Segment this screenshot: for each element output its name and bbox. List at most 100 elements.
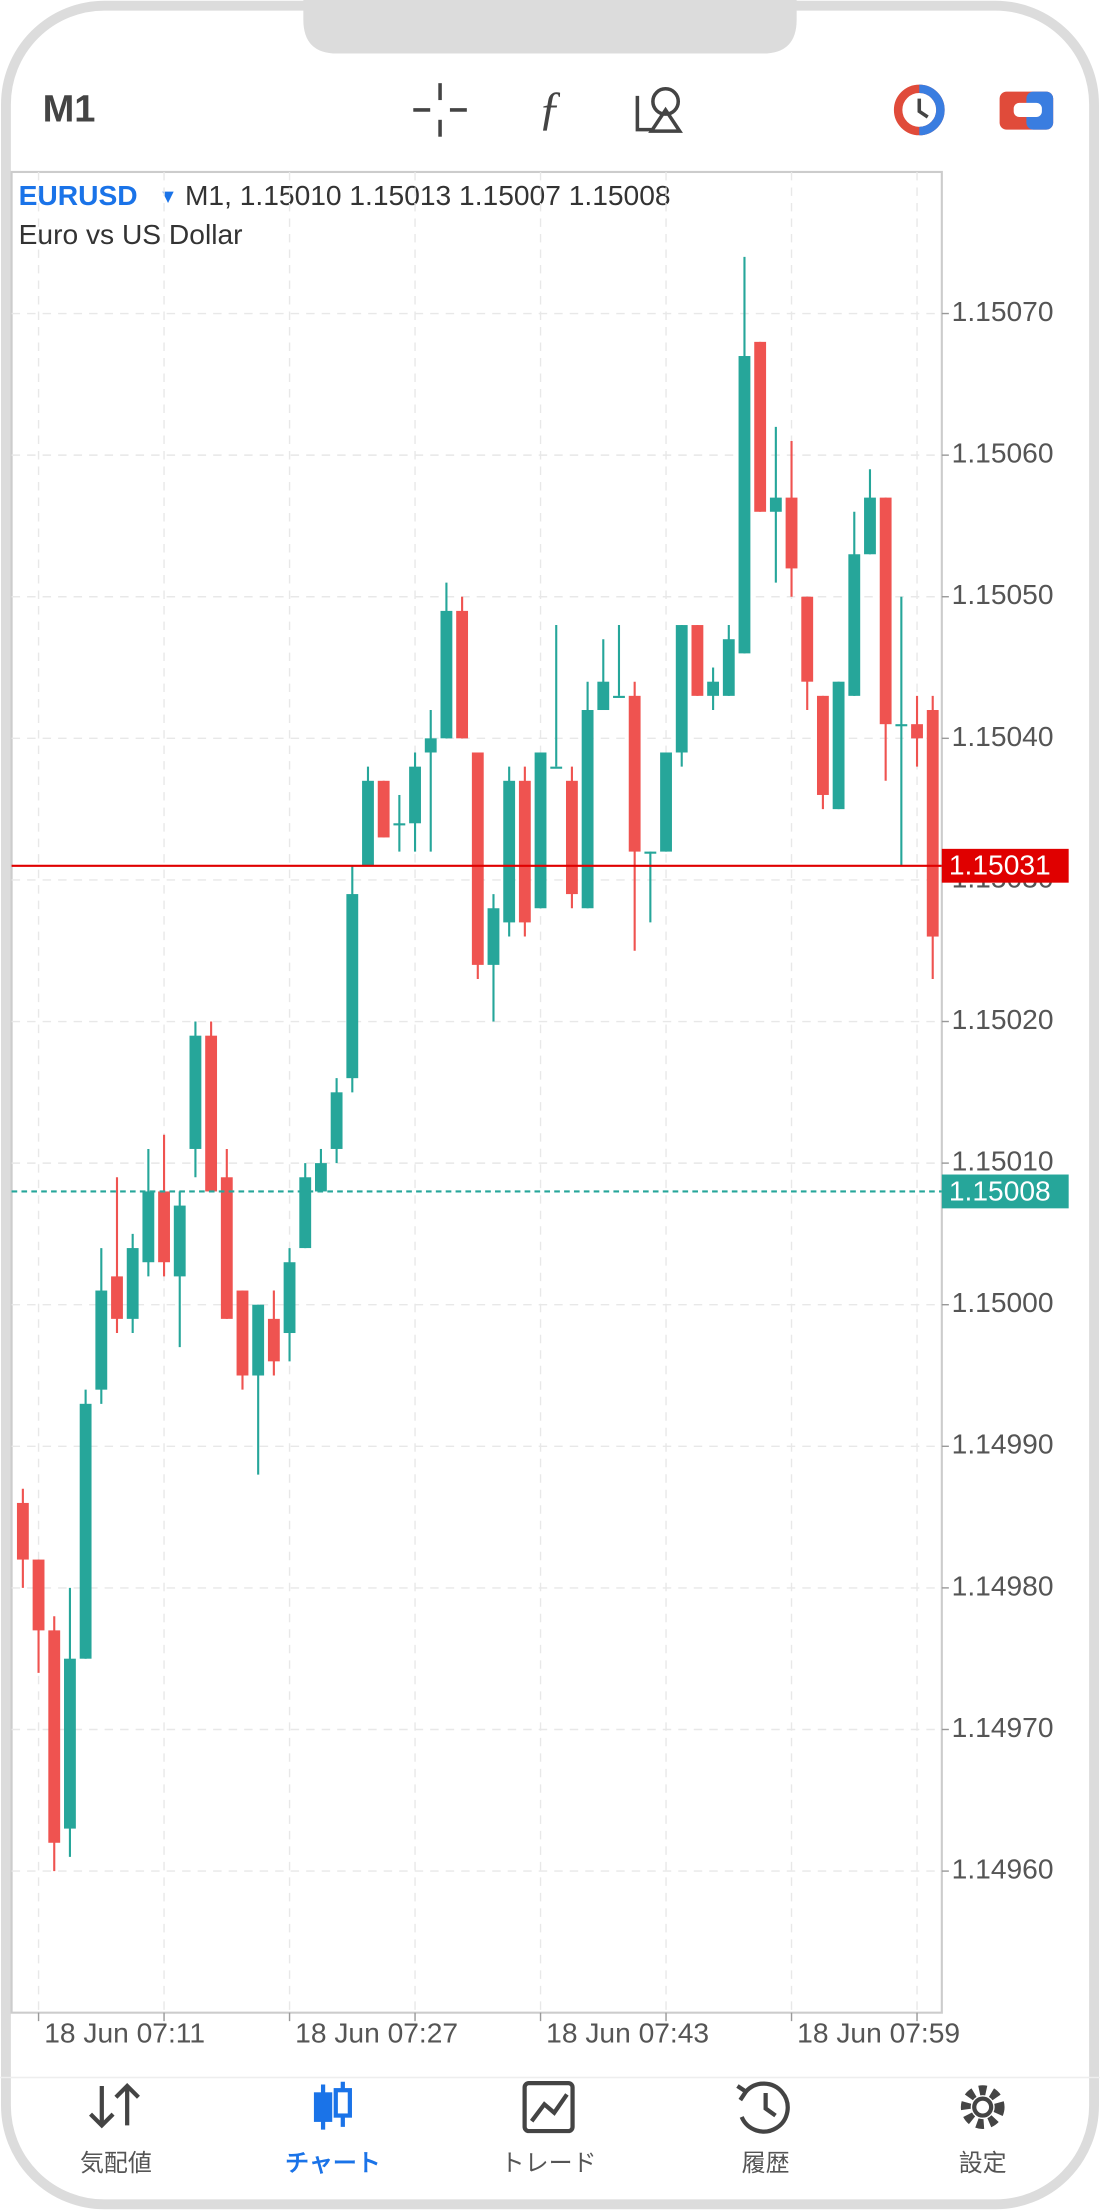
candle-body (456, 610, 469, 739)
candle-body (377, 780, 390, 838)
candle-body (393, 823, 406, 826)
nav-label[interactable]: トレード (501, 2150, 597, 2177)
candle-body (220, 1177, 233, 1319)
candle-body (299, 1177, 312, 1249)
symbol[interactable]: EURUSD (19, 179, 138, 211)
plot-frame (10, 170, 943, 2014)
y-tick-label: 1.15060 (952, 437, 1054, 469)
candle-body (189, 1035, 202, 1149)
candle-body (142, 1191, 155, 1263)
candle-body (832, 681, 845, 810)
candle-body (32, 1559, 45, 1631)
nav-label[interactable]: チャート (285, 2150, 381, 2177)
trade-icon[interactable] (999, 91, 1054, 130)
notch (303, 0, 797, 54)
candle-body (440, 610, 453, 739)
candle-body (315, 1163, 327, 1192)
y-tick-label: 1.14970 (952, 1711, 1054, 1743)
candle-body (801, 596, 814, 682)
price-label-bg (941, 1174, 1069, 1209)
nav-label[interactable]: 履歴 (742, 2150, 790, 2177)
y-tick-label: 1.15010 (952, 1145, 1054, 1177)
chart-icon[interactable] (313, 2081, 352, 2130)
crosshair-icon[interactable] (413, 83, 467, 137)
candle-body (738, 356, 751, 654)
candle-body (581, 710, 594, 909)
candle-body (691, 625, 704, 696)
candle-body (126, 1248, 139, 1319)
candle-body (267, 1318, 280, 1362)
candle-body (895, 724, 908, 727)
candle-body (205, 1035, 218, 1192)
history-icon[interactable] (736, 2081, 790, 2134)
candle-body (48, 1630, 61, 1843)
indicator-icon[interactable]: ƒ (538, 82, 562, 135)
trade-nav-icon[interactable] (522, 2081, 575, 2134)
candle-body (879, 497, 892, 725)
objects-icon[interactable] (635, 87, 683, 133)
candle-body (613, 695, 625, 698)
candle-body (252, 1304, 265, 1376)
candle-body (79, 1403, 92, 1659)
candle-body (550, 766, 563, 769)
candle-body (330, 1092, 343, 1149)
symbol-dropdown[interactable] (162, 191, 174, 203)
candle-body (926, 710, 939, 937)
price-label: 1.15031 (949, 849, 1051, 881)
nav-label[interactable]: 設定 (959, 2150, 1007, 2177)
candle-body (16, 1502, 29, 1560)
candle-body (754, 341, 767, 512)
candle-body (487, 908, 500, 965)
x-tick-label: 18 Jun 07:11 (44, 2017, 205, 2049)
candle-body (534, 752, 547, 909)
quotes-icon[interactable] (89, 2082, 140, 2129)
y-tick-label: 1.15050 (952, 578, 1054, 610)
candle-body (471, 752, 484, 965)
candle-body (675, 625, 688, 753)
candle-body (565, 780, 578, 895)
candle-body (158, 1191, 170, 1263)
candle-body (283, 1262, 296, 1334)
candle-body (111, 1276, 123, 1319)
y-tick-label: 1.15000 (952, 1286, 1054, 1318)
candle-body (95, 1290, 108, 1390)
candle-body (848, 554, 861, 696)
candle-body (660, 752, 672, 852)
candle-body (236, 1290, 249, 1376)
y-tick-label: 1.15040 (952, 720, 1054, 752)
candle-body (409, 766, 421, 824)
candle-body (707, 681, 720, 696)
candle-body (64, 1658, 76, 1829)
settings-icon[interactable] (960, 2085, 1005, 2129)
y-tick-label: 1.14960 (952, 1853, 1054, 1885)
candle-body (597, 681, 610, 711)
candle-body (424, 738, 437, 753)
candle-body (722, 639, 735, 696)
ohlc-info: M1, 1.15010 1.15013 1.15007 1.15008 (185, 179, 671, 211)
plot: 1.14960 1.14970 1.14980 1.14990 1.15000 1.150… (11, 171, 1069, 2049)
x-tick-label: 18 Jun 07:27 (295, 2017, 458, 2049)
y-tick-label: 1.14990 (952, 1428, 1054, 1460)
price-label: 1.15008 (949, 1174, 1051, 1206)
candle-body (785, 497, 798, 569)
candle-body (816, 695, 829, 795)
x-tick-label: 18 Jun 07:43 (546, 2017, 709, 2049)
symbol-description: Euro vs US Dollar (19, 218, 243, 250)
x-tick-label: 18 Jun 07:59 (797, 2017, 960, 2049)
candle-body (628, 695, 641, 852)
candle-body (644, 851, 657, 854)
price-label-bg (941, 848, 1069, 883)
nav-label[interactable]: 気配値 (80, 2150, 152, 2177)
y-tick-label: 1.15020 (952, 1003, 1054, 1035)
timeframe-button[interactable]: M1 (43, 88, 96, 130)
candle-body (503, 780, 516, 923)
one-click-icon[interactable] (893, 84, 945, 136)
y-tick-label: 1.15070 (952, 295, 1054, 327)
candle-body (769, 497, 782, 512)
candle-body (362, 780, 374, 866)
candle-body (911, 724, 923, 739)
candle-body (518, 780, 531, 923)
